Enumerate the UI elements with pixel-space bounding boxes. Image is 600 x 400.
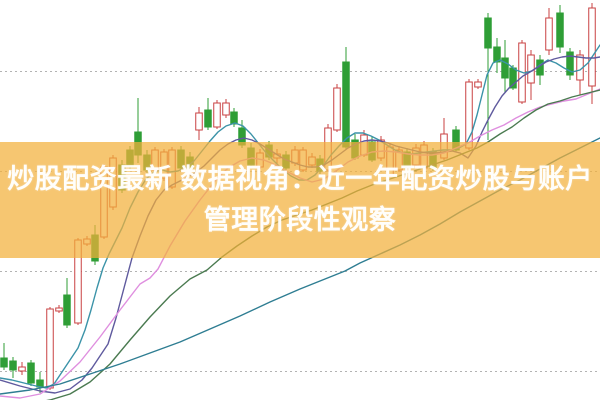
- candle-body-up: [588, 7, 596, 87]
- candle-body-down: [566, 51, 574, 76]
- candle-body-down: [342, 61, 350, 148]
- candle-body-up: [55, 307, 63, 312]
- page-title-line2: 管理阶段性观察: [203, 205, 397, 235]
- candle-body-down: [0, 357, 8, 368]
- candle-body-up: [46, 308, 54, 389]
- candle-body-down: [484, 17, 492, 49]
- page-title-line1: 炒股配资最新 数据视角：近一年配资炒股与账户: [7, 164, 593, 194]
- candle-body-down: [230, 111, 238, 125]
- candle-body-down: [501, 57, 509, 79]
- candle-body-up: [222, 102, 230, 116]
- candle-body-up: [474, 81, 482, 88]
- candle-body-up: [213, 102, 221, 128]
- candle-body-up: [195, 112, 203, 131]
- candle-body-down: [556, 12, 564, 48]
- candle-body-up: [18, 366, 26, 372]
- candle-body-up: [545, 17, 553, 51]
- title-banner: 炒股配资最新 数据视角：近一年配资炒股与账户 管理阶段性观察: [0, 142, 600, 258]
- candle-body-down: [63, 294, 71, 326]
- candle-body-up: [333, 87, 341, 131]
- candle-body-down: [204, 109, 212, 128]
- candle-body-down: [27, 362, 35, 384]
- candle-body-down: [9, 360, 17, 371]
- candle-body-up: [527, 54, 535, 84]
